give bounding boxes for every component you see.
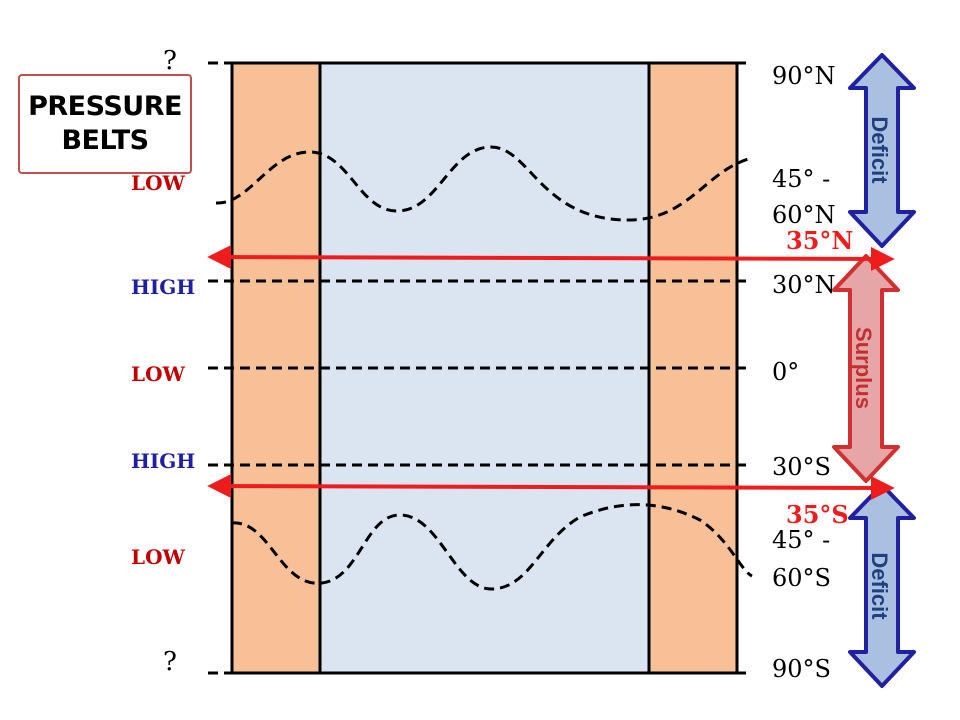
unknown-mark-top: ? xyxy=(163,46,177,76)
pressure-label-north-high: HIGH xyxy=(131,275,195,299)
pressure-label-north-low: LOW xyxy=(131,171,185,195)
pressure-label-equator-low: LOW xyxy=(131,362,185,386)
lat-label-30s: 30°S xyxy=(772,453,831,481)
lat-label-90s: 90°S xyxy=(772,655,831,683)
lat-label-45n-bottom: 60°N xyxy=(772,201,836,229)
deficit-label-north: Deficit xyxy=(867,116,892,184)
title-line-2: BELTS xyxy=(61,125,149,156)
boundary-arrow-35n xyxy=(207,245,895,271)
lat-label-equator: 0° xyxy=(772,358,799,386)
deficit-label-south: Deficit xyxy=(867,552,892,620)
unknown-mark-bottom: ? xyxy=(163,647,177,677)
lat-label-90n: 90°N xyxy=(772,62,836,90)
lat-label-30n: 30°N xyxy=(772,271,836,299)
surplus-label: Surplus xyxy=(851,327,876,409)
title-box: PRESSURE BELTS xyxy=(18,74,192,174)
wavy-line-north-low xyxy=(215,145,753,222)
boundary-arrow-35s xyxy=(207,474,895,500)
deficit-arrow-south xyxy=(848,483,916,688)
pressure-label-south-low: LOW xyxy=(131,545,185,569)
boundary-label-35n: 35°N xyxy=(786,226,853,255)
wavy-line-south-low xyxy=(231,503,753,591)
lat-label-45s-bottom: 60°S xyxy=(772,564,831,592)
pressure-label-south-high: HIGH xyxy=(131,449,195,473)
boundary-label-35s: 35°S xyxy=(786,500,849,529)
lat-label-45s-top: 45° - xyxy=(772,526,830,554)
lat-label-45n-top: 45° - xyxy=(772,165,830,193)
title-line-1: PRESSURE xyxy=(28,91,182,122)
